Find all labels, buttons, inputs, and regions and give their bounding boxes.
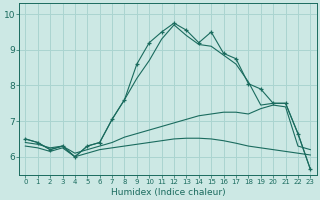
X-axis label: Humidex (Indice chaleur): Humidex (Indice chaleur) [110,188,225,197]
